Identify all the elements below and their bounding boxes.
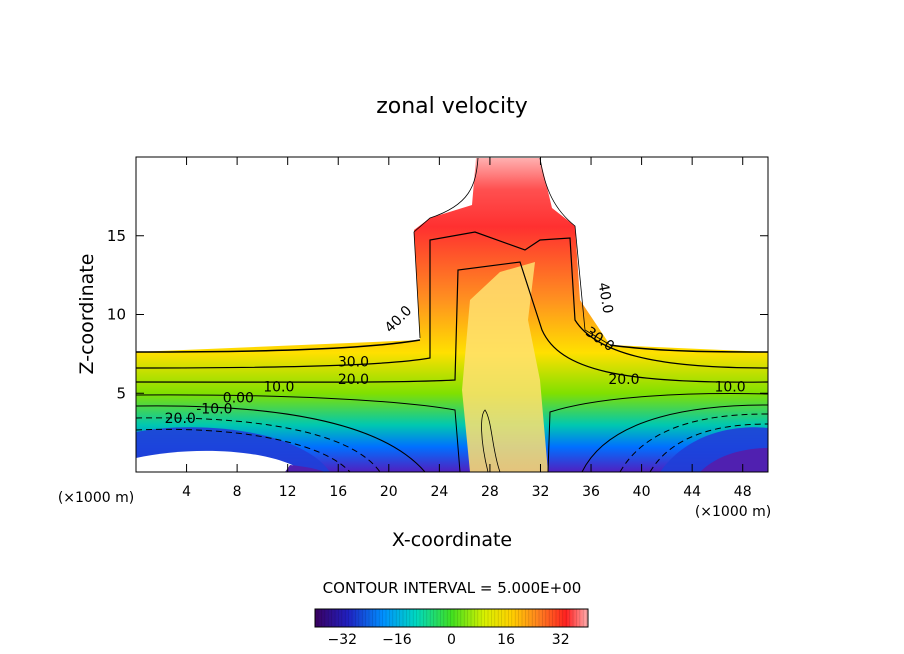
- colorbar-tick-label: 0: [447, 632, 456, 648]
- x-tick-label: 8: [233, 484, 242, 500]
- contour-label: 40.0: [382, 303, 415, 336]
- z-tick-label: 5: [116, 384, 126, 402]
- x-tick-label: 24: [430, 484, 448, 500]
- plot-area: [136, 157, 768, 472]
- colorbar-tick-label: 16: [497, 632, 515, 648]
- x-tick-label: 40: [633, 484, 651, 500]
- velocity-field-core-left: [136, 450, 305, 472]
- contour-interval-text: CONTOUR INTERVAL = 5.000E+00: [323, 579, 582, 597]
- contour-label: 0.00: [223, 391, 254, 407]
- contour-line: [136, 231, 768, 369]
- colorbar: −32 −16 0 16 32: [314, 608, 589, 648]
- x-tick-label: 36: [582, 484, 600, 500]
- x-unit-label-left: (×1000 m): [58, 490, 134, 506]
- x-tick-label: 4: [182, 484, 191, 500]
- colorbar-tick-label: −16: [382, 632, 412, 648]
- x-tick-label: 20: [380, 484, 398, 500]
- x-tick-label: 48: [734, 484, 752, 500]
- z-axis-label: Z-coordinate: [76, 254, 98, 375]
- colorbar-tick-label: −32: [328, 632, 358, 648]
- z-tick-label: 15: [107, 227, 126, 245]
- contour-line: [481, 409, 501, 472]
- contour-label: 10.0: [714, 380, 745, 396]
- x-tick-label: 44: [683, 484, 701, 500]
- contour-label: 20.0: [608, 372, 639, 388]
- velocity-field-upper: [136, 158, 768, 472]
- x-tick-label: 12: [279, 484, 297, 500]
- x-tick-label: 28: [481, 484, 499, 500]
- x-axis-label: X-coordinate: [392, 529, 512, 551]
- contour-label: 30.0: [338, 354, 369, 370]
- contour-label: 20.0: [165, 411, 196, 427]
- velocity-field-min-left: [285, 465, 325, 472]
- contour-line: [581, 404, 768, 472]
- chart-title: zonal velocity: [376, 94, 528, 119]
- contour-label: 40.0: [595, 281, 616, 314]
- x-unit-label-right: (×1000 m): [695, 504, 771, 520]
- contour-line: [413, 157, 479, 339]
- contour-line: [136, 428, 351, 472]
- velocity-field-min-right: [700, 448, 768, 472]
- x-tick-label: 16: [329, 484, 347, 500]
- contour-line: [136, 261, 768, 383]
- contour-line: [136, 394, 461, 472]
- z-tick-label: 10: [107, 306, 126, 324]
- z-axis-ticks: 5 10 15: [107, 227, 768, 402]
- colorbar-tick-label: 32: [552, 632, 570, 648]
- contour-line: [539, 157, 613, 347]
- contour-line: [547, 393, 768, 472]
- x-tick-label: 32: [532, 484, 550, 500]
- colorbar-fill: [314, 608, 589, 628]
- contour-label: 20.0: [338, 372, 369, 388]
- velocity-field-column: [462, 262, 548, 472]
- contour-label: 10.0: [263, 380, 294, 396]
- contour-label: -10.0: [196, 402, 232, 418]
- contour-lines: [136, 157, 768, 472]
- contour-line: [136, 405, 426, 472]
- contour-line: [609, 344, 768, 353]
- contour-line: [136, 417, 381, 472]
- colorbar-ticks: −32 −16 0 16 32: [328, 632, 570, 648]
- contour-line: [619, 413, 768, 472]
- x-axis-ticks: 4 8 12 16 20 24 28 32 36 40 44 48: [182, 157, 752, 500]
- contour-line: [649, 423, 768, 472]
- contour-line: [136, 339, 421, 353]
- colorbar-stripes: [317, 609, 587, 627]
